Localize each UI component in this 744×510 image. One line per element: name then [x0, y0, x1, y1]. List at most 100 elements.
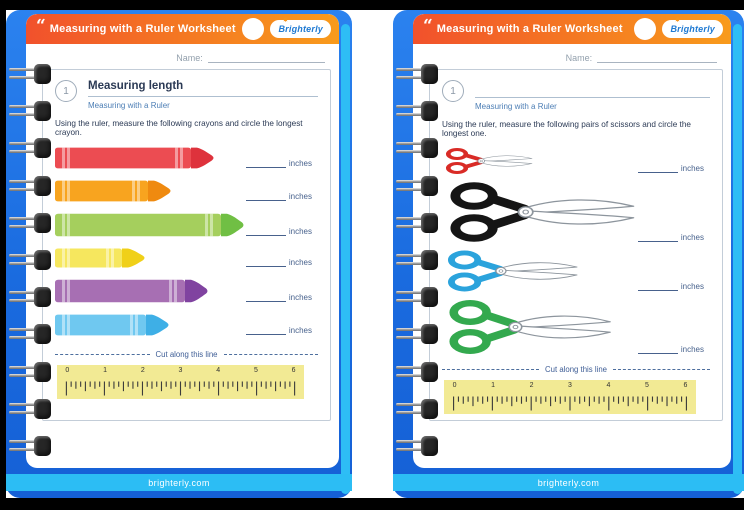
quote-icon: “ — [36, 16, 46, 36]
cut-dash-right — [223, 354, 319, 355]
spiral-knob — [34, 175, 51, 196]
crayon-red — [55, 147, 214, 169]
crayon-row-purple: inches — [55, 278, 318, 304]
spiral-wire — [396, 291, 426, 295]
worksheet-header: “ Measuring with a Ruler Worksheet ✸ Bri… — [413, 14, 731, 44]
ruler-number: 3 — [568, 382, 572, 389]
spiral-ring — [9, 101, 53, 122]
spiral-wire — [9, 253, 39, 257]
cut-line: Cut along this line — [55, 350, 319, 359]
spiral-knob — [421, 138, 438, 159]
title-row: 1 Measuring length Measuring with a Rule… — [55, 80, 318, 110]
scissors-row-blue: inches — [442, 249, 710, 293]
spiral-wire — [9, 150, 39, 154]
name-blank-line — [207, 53, 325, 63]
spiral-wire — [9, 365, 39, 369]
spiral-ring — [9, 435, 53, 456]
scissors-row-red: inches — [442, 147, 710, 175]
ruler-number: 2 — [140, 367, 145, 374]
spiral-ring — [9, 398, 53, 419]
cut-dash-right — [613, 369, 711, 370]
worksheet-header-title: Measuring with a Ruler Worksheet — [49, 23, 236, 35]
crayon-row-blue: inches — [55, 313, 318, 337]
name-label: Name: — [176, 53, 203, 63]
notebook-cyan-edge — [733, 24, 742, 494]
crayon-row-green: inches — [55, 212, 318, 238]
spiral-ring — [396, 361, 440, 382]
frame-bar-bottom — [0, 498, 744, 510]
worksheet-page-scissors: “ Measuring with a Ruler Worksheet ✸ Bri… — [413, 14, 731, 468]
ruler-number: 0 — [452, 382, 457, 389]
mascot-circle — [634, 18, 657, 40]
answer-measure: inches — [245, 227, 312, 238]
cut-dash-left — [55, 354, 150, 355]
spiral-wire — [396, 105, 426, 109]
cut-line: Cut along this line — [442, 365, 711, 374]
crayon-green — [55, 213, 244, 237]
scissors-red — [445, 147, 533, 175]
spiral-ring — [9, 324, 53, 345]
spiral-wire — [9, 142, 39, 146]
scissors-black — [450, 182, 635, 242]
worksheet-header: “ Measuring with a Ruler Worksheet ✸ Bri… — [26, 14, 339, 44]
spiral-wire — [396, 365, 426, 369]
notebook-right: “ Measuring with a Ruler Worksheet ✸ Bri… — [393, 10, 744, 498]
inches-label: inches — [288, 258, 312, 267]
spiral-wire — [396, 328, 426, 332]
ruler-number: 2 — [529, 382, 534, 389]
spiral-knob — [34, 64, 51, 84]
step-number-badge: 1 — [442, 80, 464, 102]
spiral-knob — [34, 435, 51, 456]
spiral-wire — [9, 291, 39, 295]
ruler-ticks — [65, 381, 296, 396]
spiral-knob — [34, 212, 51, 233]
spiral-ring — [9, 138, 53, 159]
frame-bar-top — [0, 0, 744, 10]
spiral-knob — [34, 324, 51, 345]
scissors-green — [449, 300, 611, 354]
mascot-circle — [242, 18, 265, 40]
paper-ruler: 0 1 2 3 4 5 6 — [444, 380, 696, 414]
spiral-wire — [9, 113, 39, 117]
cut-line-label: Cut along this line — [545, 365, 607, 374]
spiral-wire — [9, 328, 39, 332]
quote-icon: “ — [423, 16, 433, 36]
worksheet-subtitle: Measuring with a Ruler — [88, 101, 170, 110]
spiral-knob — [34, 101, 51, 122]
spiral-wire — [396, 439, 426, 443]
inches-label: inches — [288, 293, 312, 302]
crayon-row-orange: inches — [55, 179, 318, 203]
answer-blank-line — [245, 227, 286, 236]
cut-dash-left — [442, 369, 540, 370]
spiral-wire — [9, 261, 39, 265]
title-row: 1 Measuring with a Ruler — [442, 80, 710, 111]
scissors-rows: inches inches inches inches — [442, 147, 710, 361]
spiral-ring — [9, 64, 53, 84]
crayon-blue — [55, 314, 169, 336]
spiral-ring — [396, 101, 440, 122]
cut-line-label: Cut along this line — [155, 350, 218, 359]
ruler-number: 6 — [291, 367, 296, 374]
logo-text: Brighterly — [670, 24, 715, 34]
answer-blank-line — [637, 282, 678, 291]
spiral-ring — [9, 361, 53, 382]
spiral-ring — [396, 175, 440, 196]
spiral-wire — [396, 447, 426, 451]
crayon-orange — [55, 180, 171, 202]
logo-text: Brighterly — [278, 24, 323, 34]
answer-blank-line — [245, 293, 286, 302]
spiral-wire — [9, 447, 39, 451]
spiral-knob — [34, 398, 51, 419]
instruction-text: Using the ruler, measure the following p… — [442, 120, 691, 138]
inches-label: inches — [680, 282, 704, 291]
spiral-ring — [396, 212, 440, 233]
spiral-binding — [396, 64, 442, 456]
spiral-wire — [396, 261, 426, 265]
name-blank-line — [597, 53, 717, 63]
answer-measure: inches — [637, 164, 704, 175]
spiral-ring — [9, 249, 53, 270]
ruler-ticks — [453, 396, 687, 411]
footer-band: brighterly.com — [393, 474, 744, 491]
worksheet-header-title: Measuring with a Ruler Worksheet — [436, 23, 623, 35]
